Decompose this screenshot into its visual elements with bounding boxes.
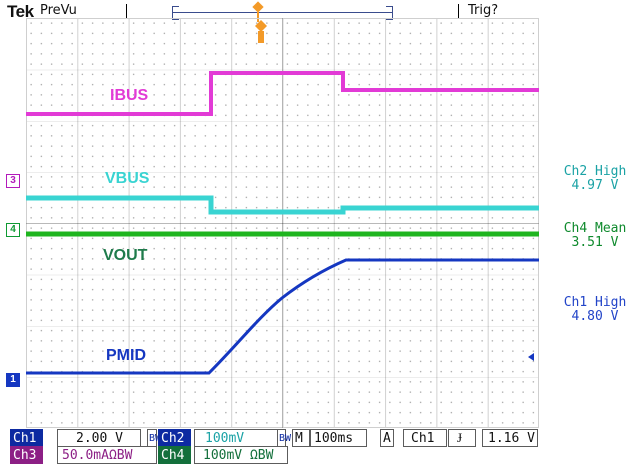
acquisition-window-left-bracket <box>172 6 179 20</box>
ch2-high-title: Ch2 High <box>563 164 627 179</box>
top-divider-right <box>458 4 459 18</box>
graticule-center-horizontal <box>26 223 539 224</box>
ibus-trace <box>26 71 539 116</box>
ch1-badge: Ch1 <box>10 429 43 447</box>
ch4-mean-value: 3.51 V <box>571 235 619 250</box>
ch4-mean-readout: Ch4 Mean 3.51 V <box>560 222 630 250</box>
acquisition-window-right-bracket <box>386 6 393 20</box>
bottom-status-bar: Ch1 2.00 V BW Ch2 100mV BW M 100ms A Ch1… <box>0 429 637 474</box>
ch4-badge: Ch4 <box>158 446 191 464</box>
ch2-badge: Ch2 <box>158 429 191 447</box>
ch1-high-readout: Ch1 High 4.80 V <box>560 296 630 324</box>
trigger-edge-icon: Ɉ <box>448 429 476 447</box>
graticule-center-vertical <box>282 18 283 428</box>
ch2-high-readout: Ch2 High 4.97 V <box>560 165 630 193</box>
ibus-label: IBUS <box>110 87 149 104</box>
top-divider-left <box>126 4 127 18</box>
acquisition-window-track <box>172 12 392 13</box>
channel-1-marker: 1 <box>6 373 20 387</box>
ch2-high-value: 4.97 V <box>571 178 619 193</box>
ch4-mean-title: Ch4 Mean <box>563 221 627 236</box>
vbus-label: VBUS <box>105 170 150 187</box>
trigger-source: Ch1 <box>403 429 447 447</box>
ch2-scale: 100mV <box>194 429 278 447</box>
trigger-position-stem <box>257 12 259 22</box>
right-edge-marker-icon <box>526 347 536 361</box>
pmid-label: PMID <box>106 347 146 364</box>
pmid-trace <box>26 258 539 375</box>
brand-logo: Tek <box>7 2 34 21</box>
ch2-bandwidth-indicator: BW <box>277 429 291 447</box>
timebase-label: M <box>292 429 310 447</box>
channel-3-marker: 3 <box>6 174 20 188</box>
ch3-scale: 50.0mAΩBW <box>57 446 157 464</box>
ch1-high-value: 4.80 V <box>571 309 619 324</box>
ch1-high-title: Ch1 High <box>563 295 627 310</box>
trigger-level: 1.16 V <box>482 429 538 447</box>
vout-label: VOUT <box>103 247 148 264</box>
channel-4-marker: 4 <box>6 223 20 237</box>
top-status-bar: Tek PreVu Trig? <box>0 0 637 22</box>
vbus-trace <box>26 195 539 215</box>
ch1-bandwidth-indicator: BW <box>147 429 161 447</box>
preview-status: PreVu <box>40 3 77 18</box>
timebase-value: 100ms <box>310 429 367 447</box>
trigger-marker-icon <box>255 20 267 43</box>
ch1-scale: 2.00 V <box>57 429 141 447</box>
scope-graticule <box>26 18 539 428</box>
ch3-badge: Ch3 <box>10 446 43 464</box>
ch4-scale: 100mV ΩBW <box>194 446 288 464</box>
trigger-mode-label: A <box>380 429 394 447</box>
trigger-status: Trig? <box>468 3 499 18</box>
